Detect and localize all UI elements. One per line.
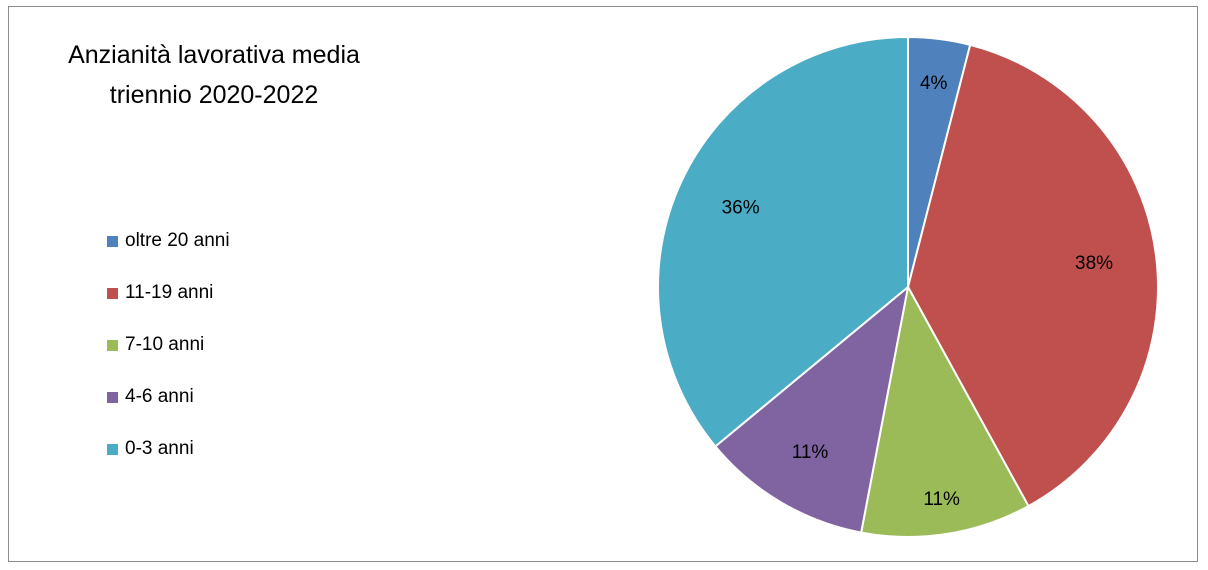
legend-item-7-10-anni: 7-10 anni <box>107 319 230 371</box>
legend: oltre 20 anni 11-19 anni 7-10 anni 4-6 a… <box>107 215 230 475</box>
legend-label: oltre 20 anni <box>125 230 230 251</box>
pie-data-label: 38% <box>1075 253 1113 274</box>
pie-slice-7-10-anni <box>859 284 1030 538</box>
legend-swatch <box>107 287 118 299</box>
legend-item-0-3-anni: 0-3 anni <box>107 423 230 475</box>
legend-swatch <box>107 339 118 351</box>
legend-item-4-6-anni: 4-6 anni <box>107 371 230 423</box>
legend-label: 11-19 anni <box>125 282 214 303</box>
legend-item-oltre-20-anni: oltre 20 anni <box>107 215 230 267</box>
pie-slice-11-19-anni <box>906 43 1159 508</box>
legend-swatch <box>107 235 118 247</box>
pie-data-label: 4% <box>920 73 948 94</box>
legend-label: 7-10 anni <box>125 334 205 355</box>
pie-data-labels: 4% 38% 11% 11% 36% <box>722 73 1114 510</box>
pie-slice-0-3-anni <box>657 35 909 448</box>
legend-label: 4-6 anni <box>125 386 194 407</box>
legend-item-11-19-anni: 11-19 anni <box>107 267 230 319</box>
chart-title-line-1: Anzianità lavorativa media <box>68 41 360 69</box>
pie-slice-4-6-anni <box>713 284 910 534</box>
pie-slices <box>657 35 1159 538</box>
legend-swatch <box>107 391 118 403</box>
pie-data-label: 36% <box>722 198 760 219</box>
pie-data-label: 11% <box>792 442 829 463</box>
chart-title-line-2: triennio 2020-2022 <box>109 81 319 109</box>
chart-title: Anzianità lavorativa media triennio 2020… <box>39 35 389 115</box>
legend-label: 0-3 anni <box>125 438 194 459</box>
legend-swatch <box>107 443 118 455</box>
pie-data-label: 11% <box>923 489 960 510</box>
